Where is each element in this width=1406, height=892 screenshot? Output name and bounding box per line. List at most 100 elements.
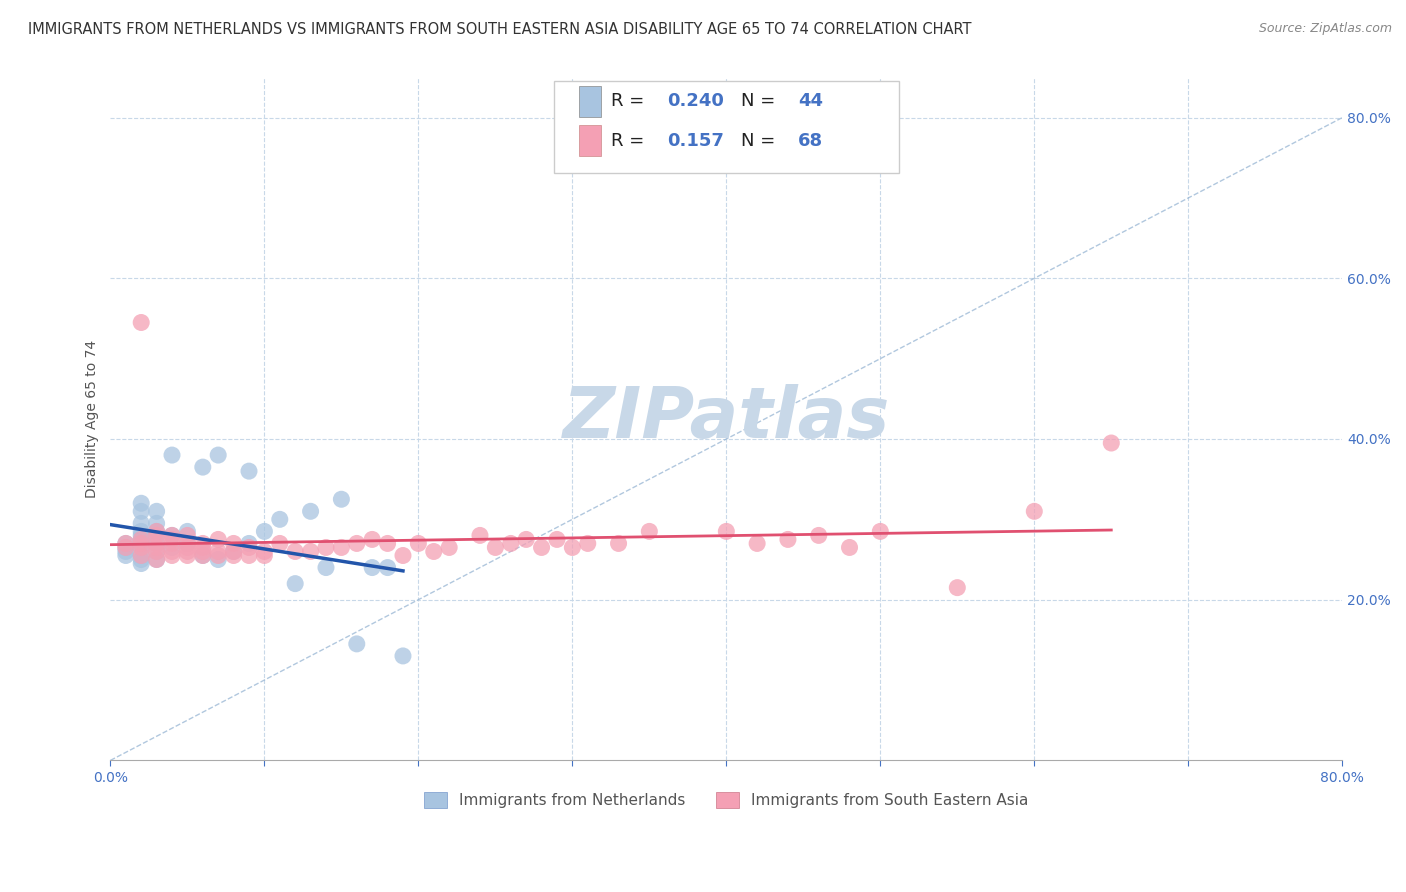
Point: [222, 544, 245, 558]
Point: [160, 533, 183, 547]
Point: [129, 552, 152, 566]
Text: Source: ZipAtlas.com: Source: ZipAtlas.com: [1258, 22, 1392, 36]
Point: [145, 528, 167, 542]
Point: [269, 512, 291, 526]
Point: [114, 541, 136, 555]
Point: [838, 541, 860, 555]
Point: [129, 549, 152, 563]
Point: [129, 536, 152, 550]
Point: [607, 536, 630, 550]
Point: [129, 504, 152, 518]
Point: [238, 549, 260, 563]
Point: [946, 581, 969, 595]
Point: [129, 496, 152, 510]
Point: [160, 549, 183, 563]
Point: [484, 541, 506, 555]
Point: [176, 536, 198, 550]
Point: [191, 549, 214, 563]
Text: 0.157: 0.157: [668, 132, 724, 150]
Point: [207, 448, 229, 462]
Point: [315, 541, 337, 555]
Point: [176, 544, 198, 558]
Point: [114, 541, 136, 555]
Point: [807, 528, 830, 542]
Point: [129, 316, 152, 330]
Point: [145, 536, 167, 550]
Text: IMMIGRANTS FROM NETHERLANDS VS IMMIGRANTS FROM SOUTH EASTERN ASIA DISABILITY AGE: IMMIGRANTS FROM NETHERLANDS VS IMMIGRANT…: [28, 22, 972, 37]
Point: [145, 541, 167, 555]
Point: [1099, 436, 1122, 450]
Point: [346, 637, 368, 651]
Point: [207, 544, 229, 558]
Text: ZIPatlas: ZIPatlas: [562, 384, 890, 453]
Point: [160, 528, 183, 542]
Point: [129, 549, 152, 563]
Text: N =: N =: [741, 93, 775, 111]
Point: [299, 544, 322, 558]
Point: [238, 536, 260, 550]
Point: [145, 536, 167, 550]
Point: [114, 549, 136, 563]
Point: [207, 552, 229, 566]
Point: [377, 536, 399, 550]
Point: [423, 544, 446, 558]
Point: [145, 516, 167, 531]
Point: [160, 528, 183, 542]
Point: [253, 524, 276, 539]
Point: [561, 541, 583, 555]
Point: [330, 541, 353, 555]
Point: [176, 541, 198, 555]
Point: [377, 560, 399, 574]
Legend: Immigrants from Netherlands, Immigrants from South Eastern Asia: Immigrants from Netherlands, Immigrants …: [418, 786, 1035, 814]
Point: [299, 504, 322, 518]
Point: [145, 544, 167, 558]
Point: [129, 541, 152, 555]
Point: [315, 560, 337, 574]
Point: [176, 549, 198, 563]
Point: [716, 524, 738, 539]
Point: [160, 448, 183, 462]
Point: [207, 549, 229, 563]
Point: [238, 464, 260, 478]
Point: [191, 460, 214, 475]
Point: [129, 524, 152, 539]
Point: [129, 516, 152, 531]
Point: [330, 492, 353, 507]
Text: R =: R =: [610, 132, 644, 150]
Point: [437, 541, 460, 555]
Point: [530, 541, 553, 555]
Point: [129, 533, 152, 547]
Text: R =: R =: [610, 93, 644, 111]
Point: [346, 536, 368, 550]
Point: [222, 536, 245, 550]
Point: [253, 549, 276, 563]
Point: [145, 524, 167, 539]
Bar: [578, 125, 600, 156]
Point: [776, 533, 799, 547]
Point: [269, 536, 291, 550]
Point: [1024, 504, 1046, 518]
Point: [191, 549, 214, 563]
Point: [160, 544, 183, 558]
Point: [284, 576, 307, 591]
Point: [114, 536, 136, 550]
Point: [145, 524, 167, 539]
Point: [145, 544, 167, 558]
Point: [576, 536, 599, 550]
Text: 0.240: 0.240: [668, 93, 724, 111]
Point: [129, 557, 152, 571]
Point: [114, 544, 136, 558]
Point: [145, 552, 167, 566]
Point: [284, 544, 307, 558]
Point: [499, 536, 522, 550]
Point: [145, 504, 167, 518]
Point: [191, 544, 214, 558]
Point: [253, 544, 276, 558]
Point: [515, 533, 537, 547]
Point: [222, 544, 245, 558]
Point: [129, 528, 152, 542]
Point: [145, 552, 167, 566]
Y-axis label: Disability Age 65 to 74: Disability Age 65 to 74: [86, 340, 100, 498]
Point: [145, 528, 167, 542]
Point: [176, 536, 198, 550]
